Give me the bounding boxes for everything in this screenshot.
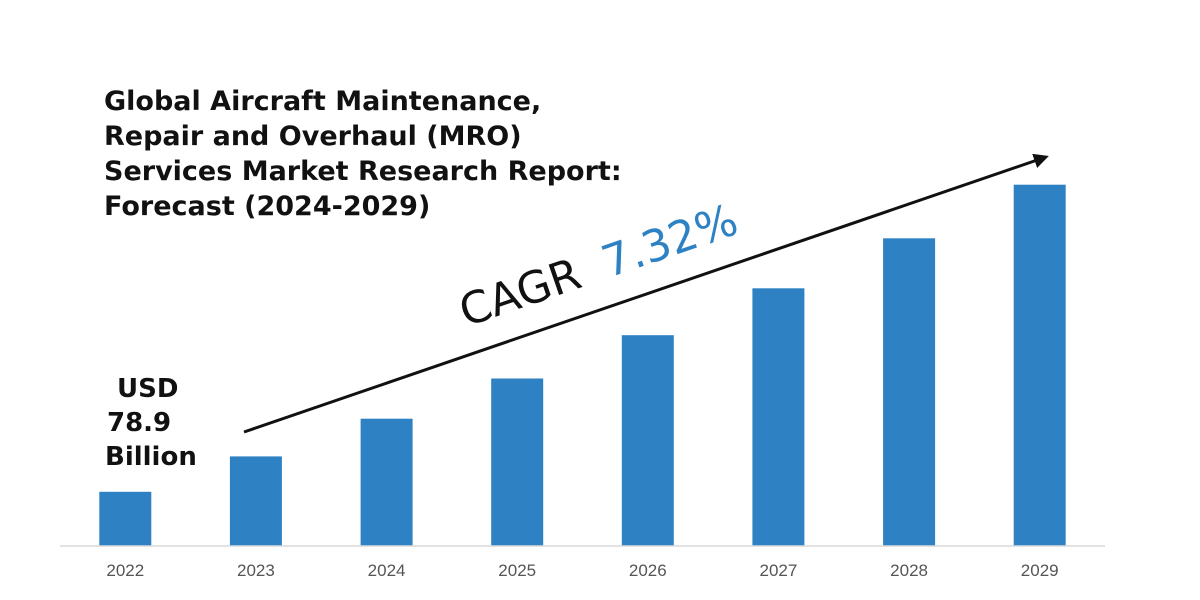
- start-value-unit: Billion: [105, 442, 197, 472]
- x-tick-label-2027: 2027: [759, 561, 797, 580]
- chart-title-line-1: Global Aircraft Maintenance,: [104, 86, 541, 117]
- bar-2029: [1013, 184, 1066, 546]
- start-value-label: USD 78.9 Billion: [105, 374, 197, 472]
- bar-series: [99, 184, 1066, 547]
- bar-2023: [229, 456, 282, 546]
- chart-title-line-2: Repair and Overhaul (MRO): [104, 121, 522, 152]
- chart-title: Global Aircraft Maintenance, Repair and …: [104, 86, 622, 222]
- x-tick-label-2029: 2029: [1021, 561, 1059, 580]
- x-tick-label-2025: 2025: [498, 561, 536, 580]
- start-value-number: 78.9: [107, 408, 171, 438]
- x-tick-label-2022: 2022: [106, 561, 144, 580]
- bar-2025: [491, 378, 544, 546]
- bar-2027: [752, 288, 805, 546]
- x-tick-label-2026: 2026: [629, 561, 667, 580]
- cagr-value: 7.32%: [595, 195, 744, 289]
- bar-2022: [99, 491, 152, 546]
- x-tick-label-2024: 2024: [368, 561, 406, 580]
- x-tick-label-2028: 2028: [890, 561, 928, 580]
- cagr-label: CAGR: [453, 249, 588, 338]
- chart-title-line-3: Services Market Research Report:: [104, 156, 622, 187]
- bar-2028: [883, 238, 936, 547]
- cagr-annotation: CAGR 7.32%: [453, 195, 744, 338]
- x-axis-tick-labels: 2022 2023 2024 2025 2026 2027 2028 2029: [106, 561, 1058, 580]
- chart-title-line-4: Forecast (2024-2029): [104, 191, 430, 222]
- bar-2024: [360, 418, 413, 546]
- start-value-currency: USD: [117, 374, 178, 404]
- growth-trend-arrow: [243, 153, 1049, 434]
- bar-2026: [621, 335, 674, 546]
- x-tick-label-2023: 2023: [237, 561, 275, 580]
